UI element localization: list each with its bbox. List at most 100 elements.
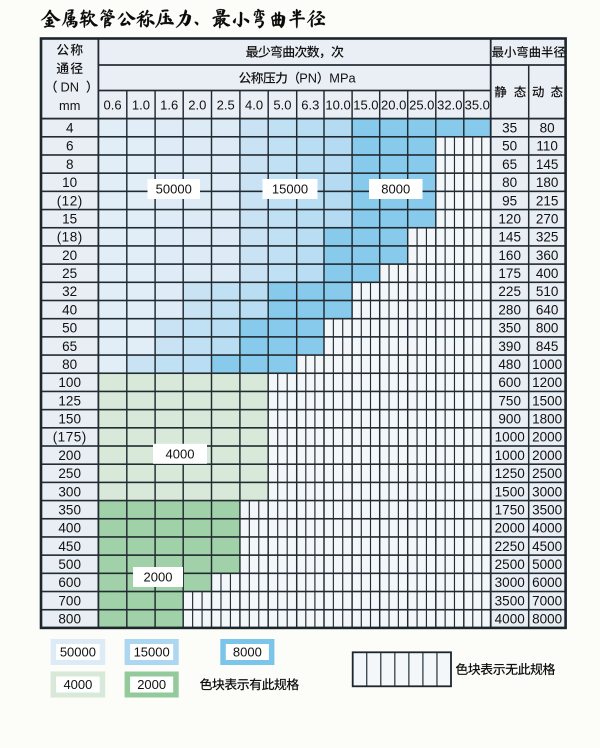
svg-text:1000: 1000: [495, 430, 525, 445]
svg-text:4000: 4000: [63, 677, 92, 692]
svg-text:20: 20: [62, 248, 77, 263]
svg-text:25.0: 25.0: [409, 98, 434, 113]
svg-text:65: 65: [62, 339, 77, 354]
svg-text:4000: 4000: [166, 447, 195, 462]
svg-text:2000: 2000: [144, 570, 173, 585]
svg-text:40: 40: [62, 302, 77, 317]
svg-text:350: 350: [498, 321, 521, 336]
svg-text:1500: 1500: [532, 393, 562, 408]
svg-text:325: 325: [536, 230, 559, 245]
svg-text:65: 65: [502, 157, 517, 172]
svg-text:175: 175: [498, 266, 521, 281]
svg-text:25: 25: [62, 266, 77, 281]
svg-text:1000: 1000: [532, 357, 562, 372]
svg-text:300: 300: [58, 484, 81, 499]
svg-text:145: 145: [498, 230, 521, 245]
svg-text:15000: 15000: [134, 645, 170, 660]
svg-text:120: 120: [498, 211, 521, 226]
svg-text:95: 95: [502, 193, 517, 208]
svg-text:PN: PN: [299, 71, 317, 86]
svg-text:480: 480: [498, 357, 521, 372]
svg-text:1.6: 1.6: [160, 98, 178, 113]
svg-text:50000: 50000: [156, 182, 192, 197]
svg-text:4.0: 4.0: [245, 98, 263, 113]
svg-text:15: 15: [62, 211, 77, 226]
svg-text:4500: 4500: [532, 539, 562, 554]
svg-text:20.0: 20.0: [381, 98, 406, 113]
svg-text:145: 145: [536, 157, 559, 172]
svg-text:50: 50: [502, 139, 517, 154]
svg-text:1500: 1500: [495, 484, 525, 499]
svg-text:6: 6: [66, 139, 74, 154]
svg-text:7000: 7000: [532, 593, 562, 608]
svg-text:1800: 1800: [532, 412, 562, 427]
svg-text:100: 100: [58, 375, 81, 390]
svg-text:2500: 2500: [495, 557, 525, 572]
svg-text:MPa: MPa: [329, 71, 356, 86]
svg-text:640: 640: [536, 302, 559, 317]
svg-text:3000: 3000: [495, 575, 525, 590]
svg-text:4000: 4000: [532, 521, 562, 536]
svg-text:2.5: 2.5: [217, 98, 235, 113]
svg-text:750: 750: [498, 393, 521, 408]
svg-text:2.0: 2.0: [188, 98, 206, 113]
svg-text:80: 80: [540, 120, 555, 135]
svg-text:3500: 3500: [495, 593, 525, 608]
svg-text:1750: 1750: [495, 502, 525, 517]
svg-text:700: 700: [58, 593, 81, 608]
svg-text:125: 125: [58, 393, 81, 408]
svg-text:2000: 2000: [532, 448, 562, 463]
svg-text:180: 180: [536, 175, 559, 190]
svg-text:3500: 3500: [532, 502, 562, 517]
svg-text:215: 215: [536, 193, 559, 208]
svg-text:32: 32: [62, 284, 77, 299]
svg-text:32.0: 32.0: [437, 98, 462, 113]
svg-text:250: 250: [58, 466, 81, 481]
svg-text:225: 225: [498, 284, 521, 299]
svg-text:8000: 8000: [381, 182, 410, 197]
svg-text:270: 270: [536, 211, 559, 226]
svg-text:280: 280: [498, 302, 521, 317]
svg-text:160: 160: [498, 248, 521, 263]
svg-text:800: 800: [58, 612, 81, 627]
svg-text:15000: 15000: [272, 182, 308, 197]
svg-text:4: 4: [66, 120, 74, 135]
svg-text:(12): (12): [57, 193, 83, 208]
svg-text:35: 35: [502, 120, 517, 135]
svg-text:8000: 8000: [532, 612, 562, 627]
svg-text:350: 350: [58, 502, 81, 517]
svg-text:5000: 5000: [532, 557, 562, 572]
svg-text:80: 80: [62, 357, 77, 372]
svg-text:500: 500: [58, 557, 81, 572]
svg-text:400: 400: [536, 266, 559, 281]
svg-text:800: 800: [536, 321, 559, 336]
svg-text:1250: 1250: [495, 466, 525, 481]
svg-text:DN: DN: [60, 80, 78, 95]
svg-text:10: 10: [62, 175, 77, 190]
svg-text:600: 600: [498, 375, 521, 390]
svg-text:4000: 4000: [495, 612, 525, 627]
svg-text:1000: 1000: [495, 448, 525, 463]
svg-text:2000: 2000: [495, 521, 525, 536]
svg-text:900: 900: [498, 412, 521, 427]
svg-text:3000: 3000: [532, 484, 562, 499]
svg-text:6.3: 6.3: [301, 98, 319, 113]
svg-text:600: 600: [58, 575, 81, 590]
svg-text:2000: 2000: [137, 677, 166, 692]
svg-text:390: 390: [498, 339, 521, 354]
svg-text:50000: 50000: [60, 645, 96, 660]
svg-text:50: 50: [62, 321, 77, 336]
svg-text:400: 400: [58, 521, 81, 536]
svg-text:2000: 2000: [532, 430, 562, 445]
svg-text:(18): (18): [57, 230, 83, 245]
svg-text:1.0: 1.0: [132, 98, 150, 113]
svg-text:0.6: 0.6: [104, 98, 122, 113]
svg-text:2250: 2250: [495, 539, 525, 554]
svg-text:510: 510: [536, 284, 559, 299]
svg-text:360: 360: [536, 248, 559, 263]
svg-text:150: 150: [58, 412, 81, 427]
svg-text:845: 845: [536, 339, 559, 354]
svg-text:35.0: 35.0: [465, 98, 490, 113]
svg-text:6000: 6000: [532, 575, 562, 590]
svg-text:15.0: 15.0: [353, 98, 378, 113]
